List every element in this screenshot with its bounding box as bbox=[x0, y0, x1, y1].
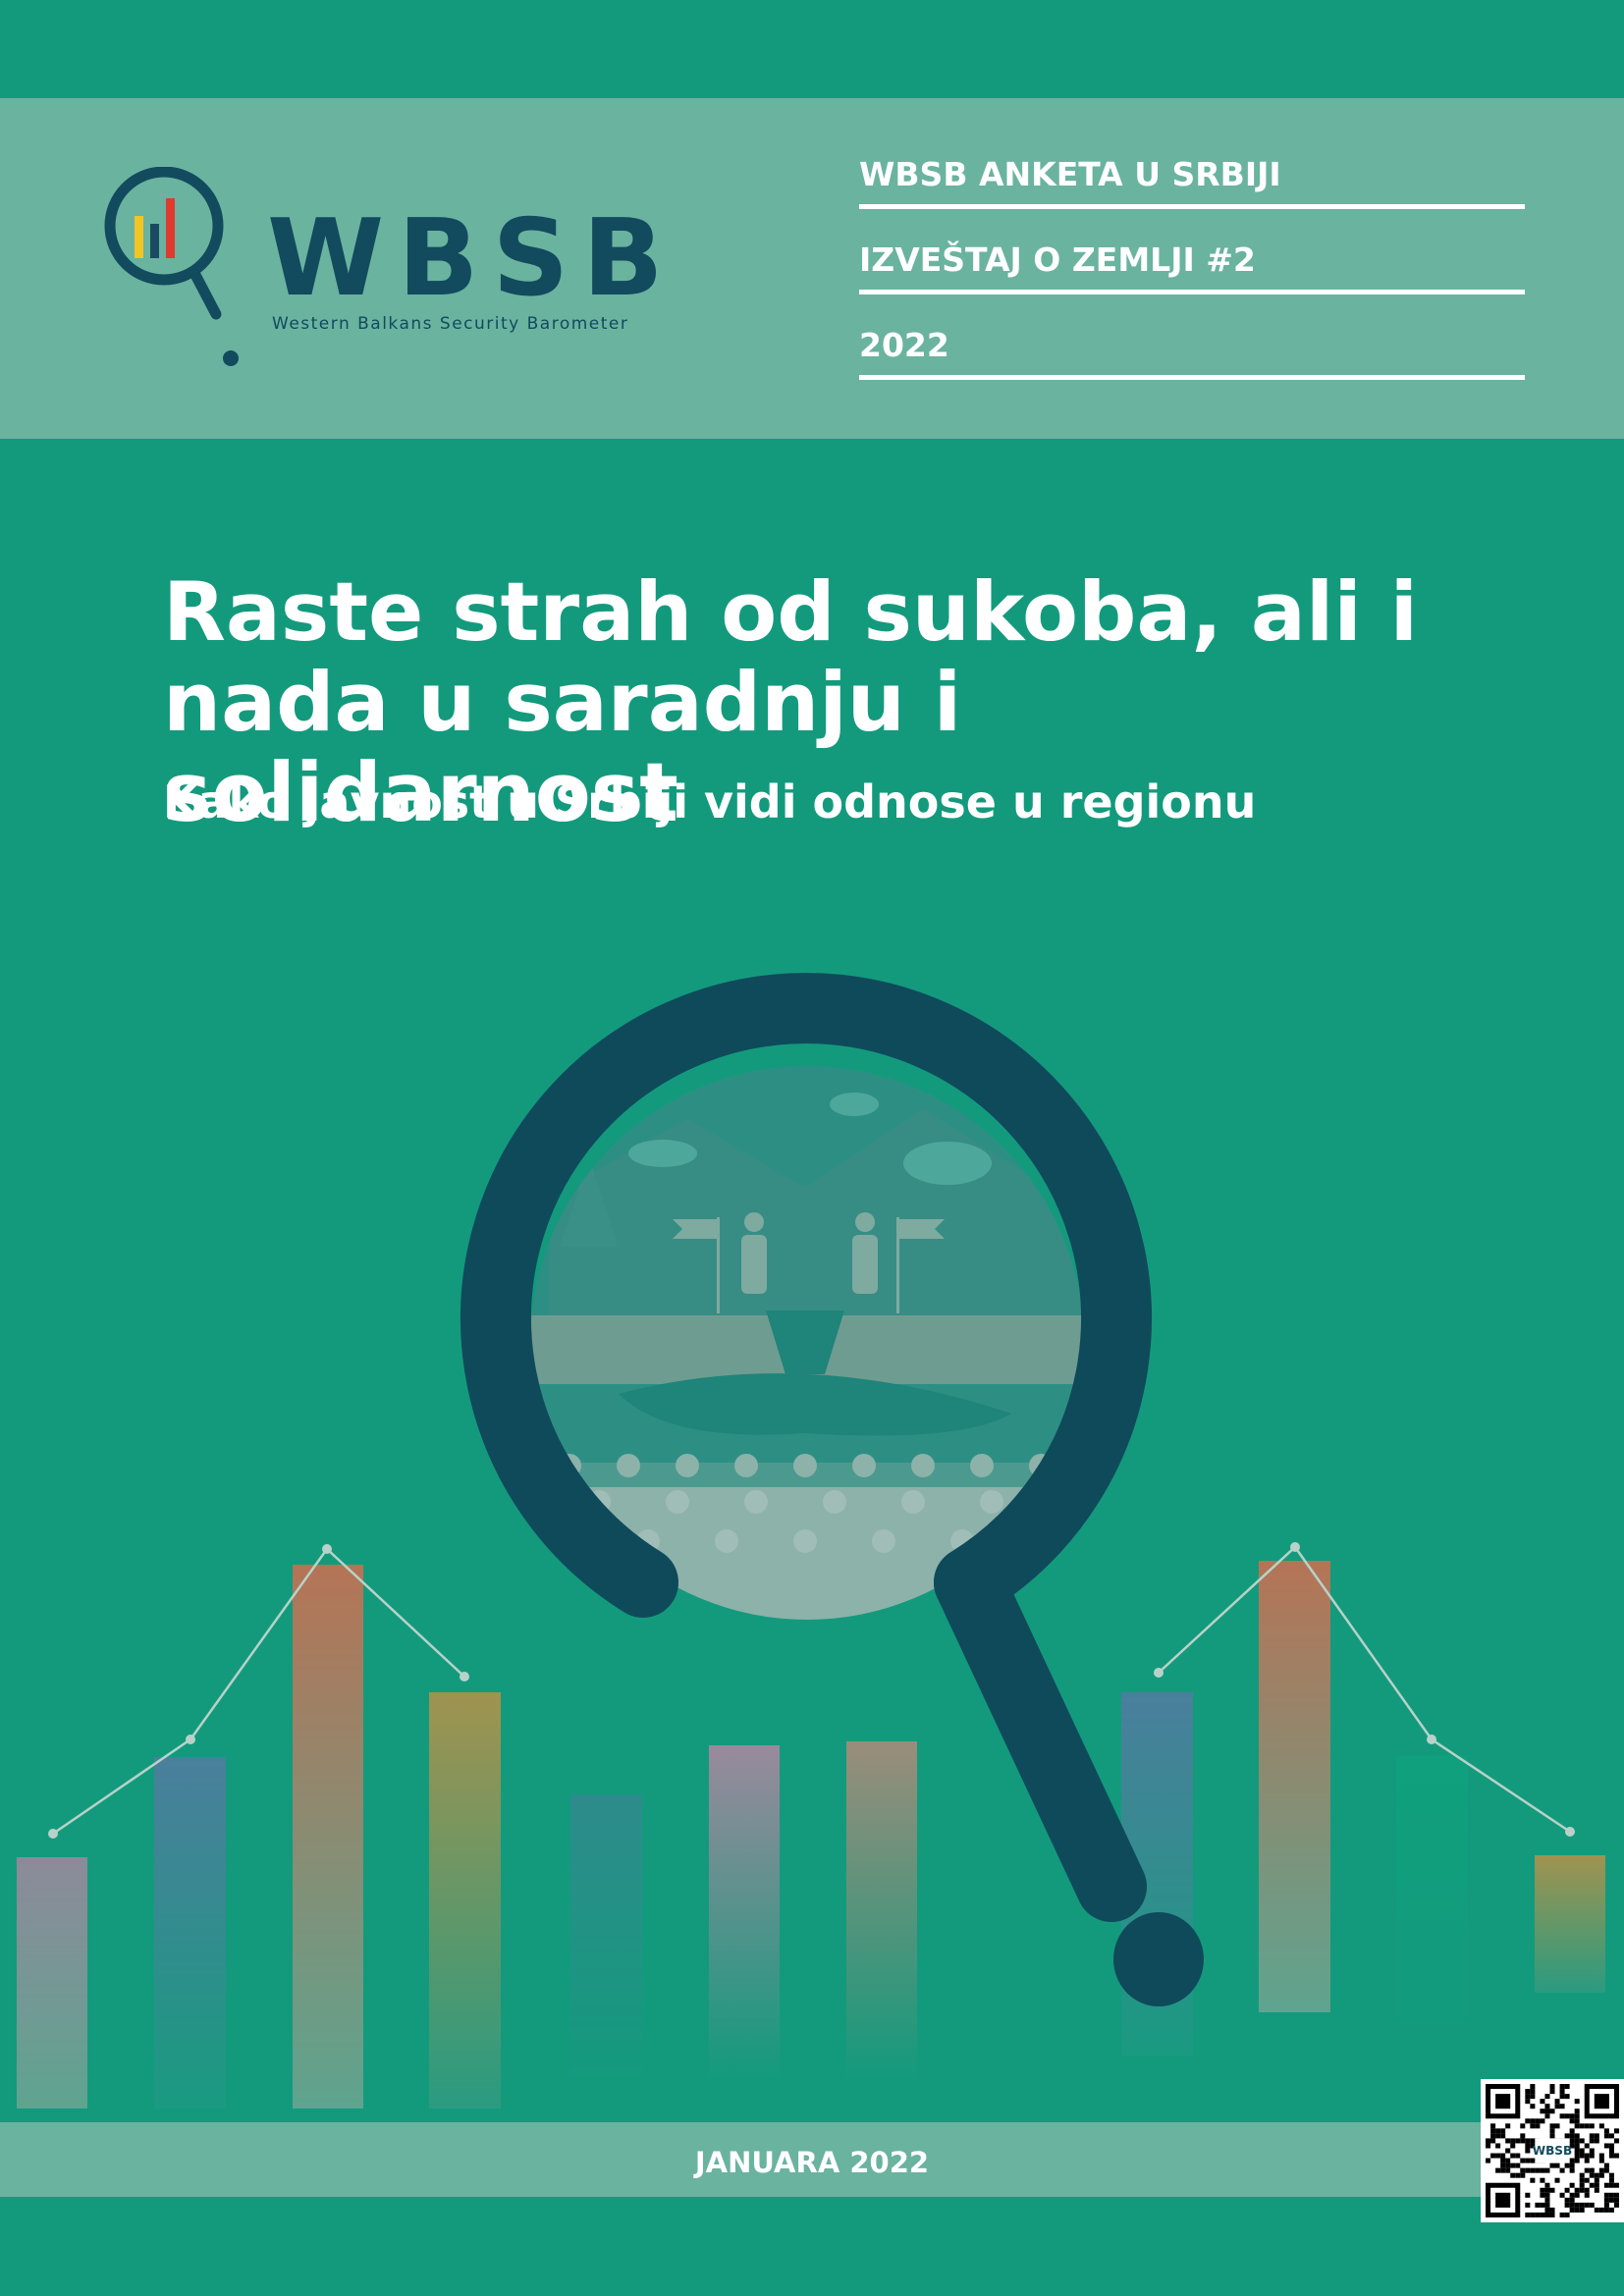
logo-tagline: Western Balkans Security Barometer bbox=[272, 314, 629, 334]
deco-trend-line bbox=[52, 1547, 465, 1836]
meta-year-text: 2022 bbox=[859, 326, 949, 364]
deco-bar bbox=[709, 1745, 780, 2079]
deco-bar bbox=[17, 1857, 87, 2109]
lens-scene bbox=[530, 1066, 1084, 1620]
deco-bar bbox=[154, 1757, 226, 2109]
meta-survey: WBSB ANKETA U SRBIJI bbox=[859, 147, 1525, 233]
cover-illustration bbox=[17, 973, 1605, 2109]
deco-bar bbox=[1535, 1855, 1605, 1993]
magnifier-icon bbox=[460, 973, 1204, 2006]
page-subtitle: Kako javnost u Srbiji vidi odnose u regi… bbox=[163, 775, 1257, 828]
deco-bar bbox=[429, 1692, 501, 2109]
qr-label: WBSB bbox=[1533, 2144, 1572, 2158]
meta-report-number: IZVEŠTAJ O ZEMLJI #2 bbox=[859, 233, 1525, 318]
qr-code-graphic: WBSB bbox=[1486, 2084, 1619, 2217]
logo-wordmark: WBSB bbox=[267, 197, 677, 320]
deco-trend-points bbox=[48, 1542, 1575, 1839]
meta-survey-text: WBSB ANKETA U SRBIJI bbox=[859, 155, 1281, 193]
divider bbox=[859, 290, 1525, 294]
deco-bar bbox=[846, 1741, 917, 2079]
footer-date: JANUARA 2022 bbox=[694, 2146, 930, 2179]
meta-year: 2022 bbox=[859, 318, 1525, 403]
qr-code[interactable]: WBSB bbox=[1481, 2079, 1624, 2222]
meta-report-text: IZVEŠTAJ O ZEMLJI #2 bbox=[859, 240, 1256, 279]
title-line-1: Raste strah od sukoba, ali i bbox=[163, 564, 1419, 660]
report-meta: WBSB ANKETA U SRBIJI IZVEŠTAJ O ZEMLJI #… bbox=[859, 147, 1525, 403]
deco-bar bbox=[570, 1794, 642, 2079]
footer-band bbox=[0, 2122, 1624, 2197]
title-line-2: nada u saradnju i solidarnost bbox=[163, 655, 962, 840]
deco-trend-line bbox=[1158, 1545, 1571, 1834]
page-title: Raste strah od sukoba, ali i nada u sara… bbox=[163, 567, 1439, 838]
header-band bbox=[0, 98, 1624, 439]
deco-bar bbox=[1396, 1755, 1468, 2050]
divider bbox=[859, 375, 1525, 380]
divider bbox=[859, 204, 1525, 209]
magnifier-chart-icon bbox=[104, 166, 239, 366]
deco-bar bbox=[293, 1565, 363, 2109]
deco-bar bbox=[1259, 1561, 1330, 2012]
wbsb-logo: WBSB Western Balkans Security Barometer bbox=[93, 166, 682, 383]
